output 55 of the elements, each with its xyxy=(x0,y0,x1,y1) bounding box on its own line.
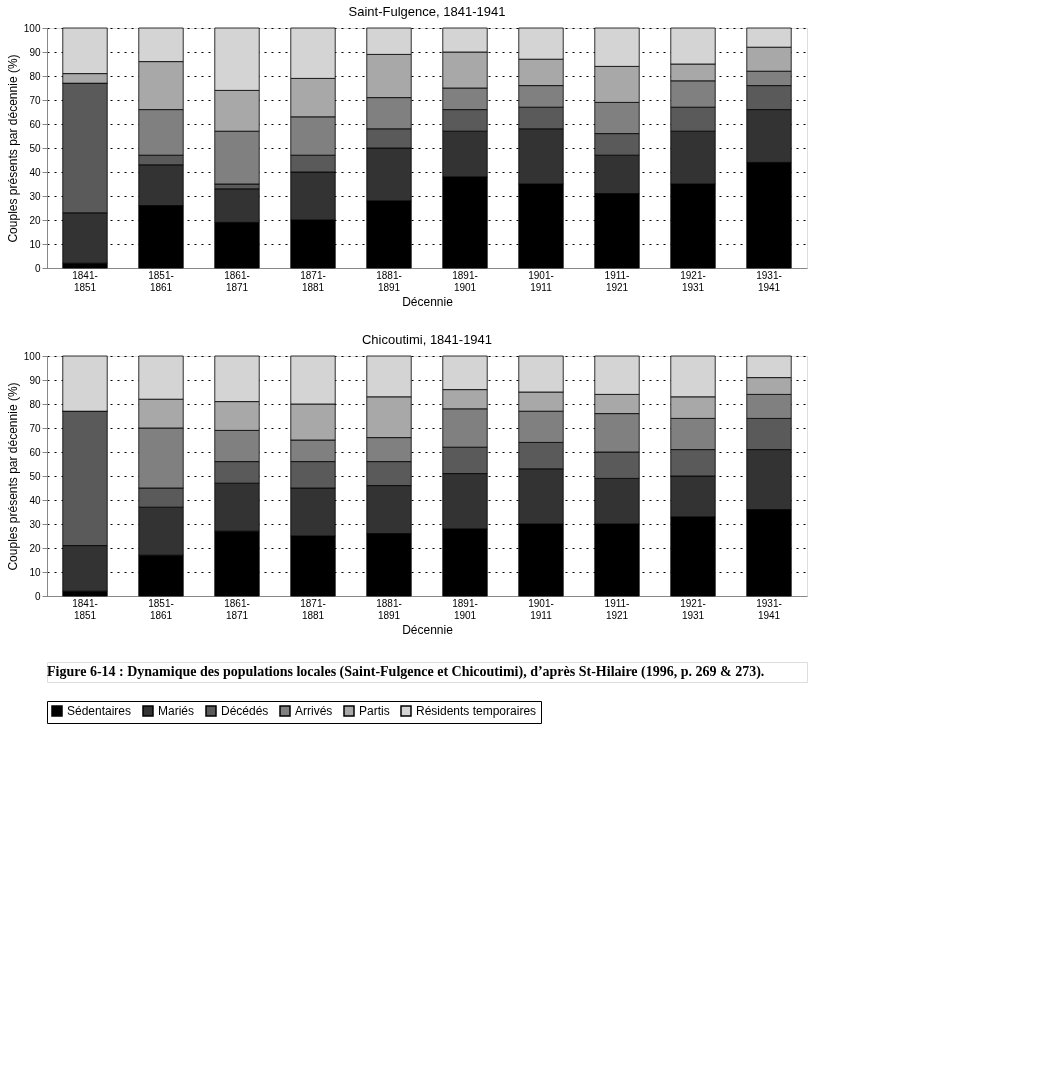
x-tick-label: 1931-1941 xyxy=(756,269,782,293)
x-tick-label: 1911-1921 xyxy=(604,269,630,293)
x-tick-label: 1921-1931 xyxy=(680,597,706,621)
x-tick-label: 1911-1921 xyxy=(604,597,630,621)
x-tick-label: 1861-1871 xyxy=(224,597,250,621)
x-tick-label: 1851-1861 xyxy=(148,269,174,293)
chart-title: Chicoutimi, 1841-1941 xyxy=(361,332,493,347)
x-tick-label: 1851-1861 xyxy=(148,597,174,621)
x-tick-label: 1901-1911 xyxy=(528,597,554,621)
x-tick-label: 1901-1911 xyxy=(528,269,554,293)
y-axis-title: Couples présents par décennie (%) xyxy=(5,382,20,571)
y-tick-label: 70 xyxy=(29,422,41,434)
x-axis-title: Décennie xyxy=(402,294,454,309)
y-tick-label: 100 xyxy=(23,350,41,362)
x-axis-title: Décennie xyxy=(402,622,454,637)
x-tick-label: 1841-1851 xyxy=(72,269,98,293)
legend-label: Partis xyxy=(359,704,390,718)
y-tick-label: 20 xyxy=(29,214,41,226)
y-tick-label: 40 xyxy=(29,166,41,178)
legend-label: Décédés xyxy=(221,704,269,718)
caption: Figure 6-14 : Dynamique des populations locales (Saint-Fulgence et Chicoutimi), d’après St-Hilaire (1996, p. 269 & 273). xyxy=(47,664,765,680)
x-tick-label: 1891-1901 xyxy=(452,269,478,293)
y-tick-label: 90 xyxy=(29,46,41,58)
y-axis-title: Couples présents par décennie (%) xyxy=(5,54,20,243)
y-tick-label: 50 xyxy=(29,142,41,154)
y-tick-label: 60 xyxy=(29,446,41,458)
y-tick-label: 0 xyxy=(34,262,41,274)
y-tick-label: 0 xyxy=(34,590,41,602)
y-tick-label: 40 xyxy=(29,494,41,506)
legend-label: Mariés xyxy=(158,704,195,718)
y-tick-label: 80 xyxy=(29,70,41,82)
x-tick-label: 1841-1851 xyxy=(72,597,98,621)
y-tick-label: 10 xyxy=(29,238,41,250)
legend-label: Résidents temporaires xyxy=(416,704,537,718)
y-tick-label: 10 xyxy=(29,566,41,578)
y-tick-label: 80 xyxy=(29,398,41,410)
chart-title: Saint-Fulgence, 1841-1941 xyxy=(348,4,506,19)
x-tick-label: 1871-1881 xyxy=(300,597,326,621)
y-tick-label: 90 xyxy=(29,374,41,386)
y-tick-label: 20 xyxy=(29,542,41,554)
y-tick-label: 50 xyxy=(29,470,41,482)
legend-label: Sédentaires xyxy=(67,704,132,718)
x-tick-label: 1881-1891 xyxy=(376,269,402,293)
y-tick-label: 60 xyxy=(29,118,41,130)
x-tick-label: 1931-1941 xyxy=(756,597,782,621)
x-tick-label: 1871-1881 xyxy=(300,269,326,293)
x-tick-label: 1891-1901 xyxy=(452,597,478,621)
legend-label: Arrivés xyxy=(295,704,333,718)
x-tick-label: 1921-1931 xyxy=(680,269,706,293)
y-tick-label: 30 xyxy=(29,190,41,202)
x-tick-label: 1881-1891 xyxy=(376,597,402,621)
y-tick-label: 70 xyxy=(29,94,41,106)
y-tick-label: 100 xyxy=(23,22,41,34)
x-tick-label: 1861-1871 xyxy=(224,269,250,293)
y-tick-label: 30 xyxy=(29,518,41,530)
